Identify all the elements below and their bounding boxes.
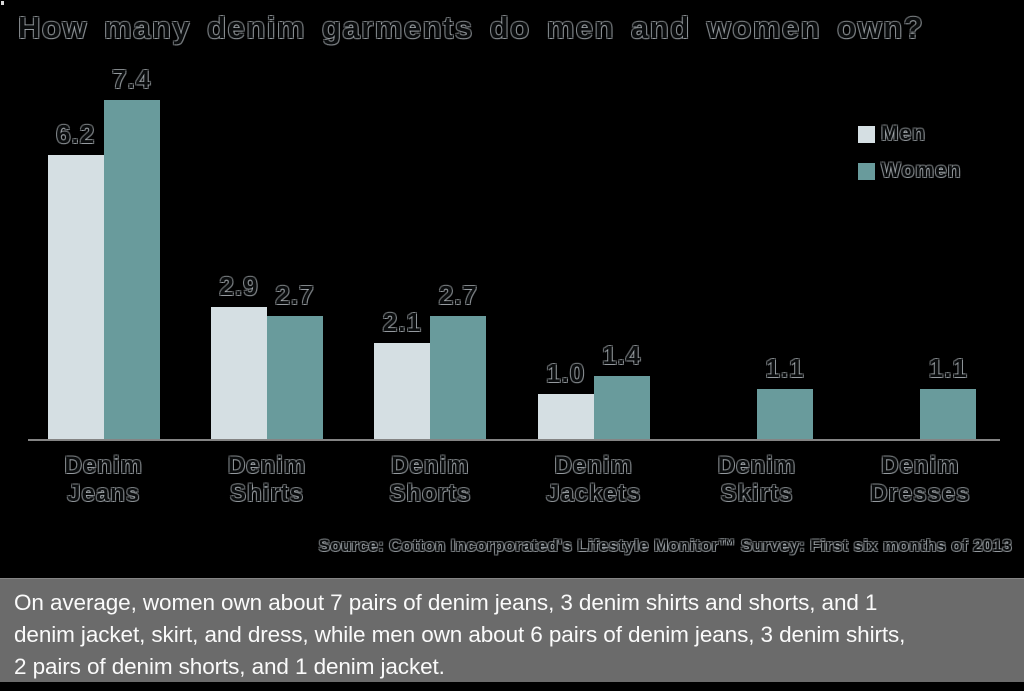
bar-slot: 1.4 — [593, 60, 650, 440]
bar-slot: 1.1 — [920, 60, 977, 440]
value-label: 2.7 — [275, 280, 315, 310]
bar-group: 2.1 2.7 — [349, 60, 512, 440]
bar-men: 1.0 — [537, 358, 594, 440]
category-label: Denim Jeans — [64, 452, 143, 507]
bar-slot: 2.9 — [210, 60, 267, 440]
bar-group: 1.0 1.4 — [512, 60, 675, 440]
bar-group: 1.1 — [839, 60, 1002, 440]
bar-women: 1.1 — [920, 353, 977, 440]
bar-men: 2.1 — [374, 307, 431, 440]
screen-artifact — [1, 1, 4, 5]
bar-slot — [864, 60, 920, 440]
bar-slot: 2.7 — [266, 60, 323, 440]
bar-women: 2.7 — [266, 280, 323, 440]
source-note: Source: Cotton Incorporated's Lifestyle … — [318, 536, 1012, 555]
category-label: Denim Shorts — [389, 452, 472, 507]
bar-slot — [701, 60, 757, 440]
x-axis-line — [28, 439, 1000, 441]
bar-men: 2.9 — [210, 271, 267, 440]
value-label: 6.2 — [56, 119, 96, 149]
value-label: 1.1 — [928, 353, 968, 383]
value-label: 2.1 — [382, 307, 422, 337]
bar-women: 1.1 — [756, 353, 813, 440]
value-label: 2.7 — [438, 280, 478, 310]
caption-text: On average, women own about 7 pairs of d… — [14, 590, 906, 679]
bar-slot: 2.7 — [430, 60, 487, 440]
bar-slot: 6.2 — [47, 60, 104, 440]
value-label: 1.4 — [602, 340, 642, 370]
caption-box: On average, women own about 7 pairs of d… — [0, 578, 1024, 682]
category-label: Denim Skirts — [717, 452, 797, 507]
category-label: Denim Dresses — [870, 452, 971, 507]
value-label: 7.4 — [112, 64, 152, 94]
category-row: Denim Jeans Denim Shirts Denim Shorts Denim… — [22, 452, 1002, 508]
legend-label-women: Women — [881, 159, 962, 182]
bar-women: 2.7 — [430, 280, 487, 440]
bar-slot: 7.4 — [103, 60, 160, 440]
category-label: Denim Shirts — [227, 452, 307, 507]
bar-groups: 6.2 7.4 2.9 2.7 2.1 2.7 1.0 1.4 1.1 1.1 — [22, 60, 1002, 440]
bar-group: 1.1 — [675, 60, 838, 440]
value-label: 1.1 — [765, 353, 805, 383]
bar-group: 2.9 2.7 — [185, 60, 348, 440]
bar-slot: 1.1 — [756, 60, 813, 440]
women-swatch-icon — [858, 162, 875, 180]
bar-group: 6.2 7.4 — [22, 60, 185, 440]
value-label: 2.9 — [219, 271, 259, 301]
legend-label-men: Men — [881, 122, 926, 145]
bar-women: 7.4 — [103, 64, 160, 440]
bar-men: 6.2 — [47, 119, 104, 440]
bar-slot: 2.1 — [374, 60, 431, 440]
legend-item-women: Women — [858, 159, 961, 183]
value-label: 1.0 — [546, 358, 586, 388]
bar-women: 1.4 — [593, 340, 650, 440]
category-label: Denim Jackets — [546, 452, 642, 507]
bar-slot: 1.0 — [537, 60, 594, 440]
men-swatch-icon — [858, 125, 875, 143]
chart-title: How many denim garments do men and women… — [18, 10, 925, 45]
legend-item-men: Men — [858, 122, 961, 146]
legend: Men Women — [858, 122, 961, 196]
